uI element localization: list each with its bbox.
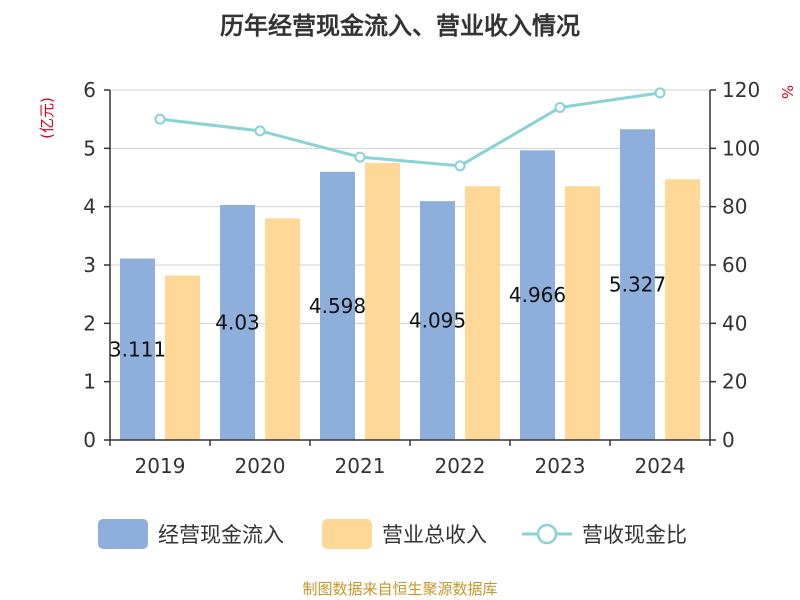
left-tick-label: 4 xyxy=(83,195,96,219)
cash-inflow-bar xyxy=(220,204,255,440)
ratio-point xyxy=(254,125,266,137)
ratio-line-path xyxy=(159,91,661,168)
ratio-point xyxy=(554,102,566,113)
x-tick-label: 2022 xyxy=(435,454,486,478)
cash-inflow-bar xyxy=(320,171,355,441)
revenue-bar xyxy=(665,179,700,440)
right-axis-unit: % xyxy=(778,85,796,99)
legend-label-ratio: 营收现金比 xyxy=(582,523,687,547)
left-tick-label: 5 xyxy=(83,136,96,160)
right-tick-label: 0 xyxy=(722,428,735,452)
legend-swatch-revenue xyxy=(322,519,372,549)
revenue-bar xyxy=(465,186,500,440)
cash-inflow-bar xyxy=(420,201,455,440)
legend-label-revenue: 营业总收入 xyxy=(382,523,487,547)
legend-swatch-cash-inflow xyxy=(98,519,148,549)
cash-inflow-value-label: 4.095 xyxy=(409,309,466,333)
cash-inflow-bar xyxy=(120,258,155,440)
cash-inflow-value-label: 4.03 xyxy=(215,310,260,334)
ratio-point xyxy=(454,160,466,172)
left-tick-label: 0 xyxy=(83,428,96,452)
legend: 经营现金流入 营业总收入 营收现金比 xyxy=(98,519,687,549)
left-tick-label: 3 xyxy=(83,253,96,277)
left-tick-label: 1 xyxy=(83,370,96,394)
revenue-bar xyxy=(565,186,600,440)
right-tick-label: 20 xyxy=(722,370,747,394)
x-tick-label: 2019 xyxy=(135,454,186,478)
x-tick-label: 2024 xyxy=(635,454,686,478)
revenue-bar xyxy=(365,162,400,440)
bars xyxy=(120,129,700,441)
cash-inflow-bar xyxy=(620,129,655,440)
legend-label-cash-inflow: 经营现金流入 xyxy=(158,523,284,547)
right-tick-label: 120 xyxy=(722,78,760,102)
ratio-point xyxy=(654,87,666,99)
cash-inflow-bar xyxy=(520,150,555,441)
ratio-point xyxy=(354,151,366,163)
legend-marker-ratio xyxy=(536,523,558,545)
left-axis-unit: (亿元) xyxy=(38,97,56,139)
x-tick-label: 2023 xyxy=(535,454,586,478)
cash-inflow-value-label: 4.966 xyxy=(509,283,566,307)
chart-title: 历年经营现金流入、营业收入情况 xyxy=(220,12,580,40)
right-tick-label: 60 xyxy=(722,253,747,277)
revenue-bar xyxy=(165,275,200,440)
ratio-point xyxy=(154,113,166,125)
cash-inflow-value-label: 3.111 xyxy=(109,337,166,361)
right-tick-label: 80 xyxy=(722,195,747,219)
left-tick-label: 2 xyxy=(83,311,96,335)
x-tick-label: 2020 xyxy=(235,454,286,478)
cash-inflow-value-label: 4.598 xyxy=(309,294,366,318)
ratio-line xyxy=(154,87,666,172)
data-source-note: 制图数据来自恒生聚源数据库 xyxy=(302,580,497,598)
revenue-bar xyxy=(265,218,300,440)
right-tick-label: 100 xyxy=(722,136,760,160)
right-tick-label: 40 xyxy=(722,311,747,335)
x-tick-label: 2021 xyxy=(335,454,386,478)
data-labels: 3.111 4.03 4.598 4.095 4.966 5.327 xyxy=(109,273,666,362)
left-tick-label: 6 xyxy=(83,78,96,102)
gridlines xyxy=(110,89,710,383)
cash-inflow-value-label: 5.327 xyxy=(609,273,666,297)
